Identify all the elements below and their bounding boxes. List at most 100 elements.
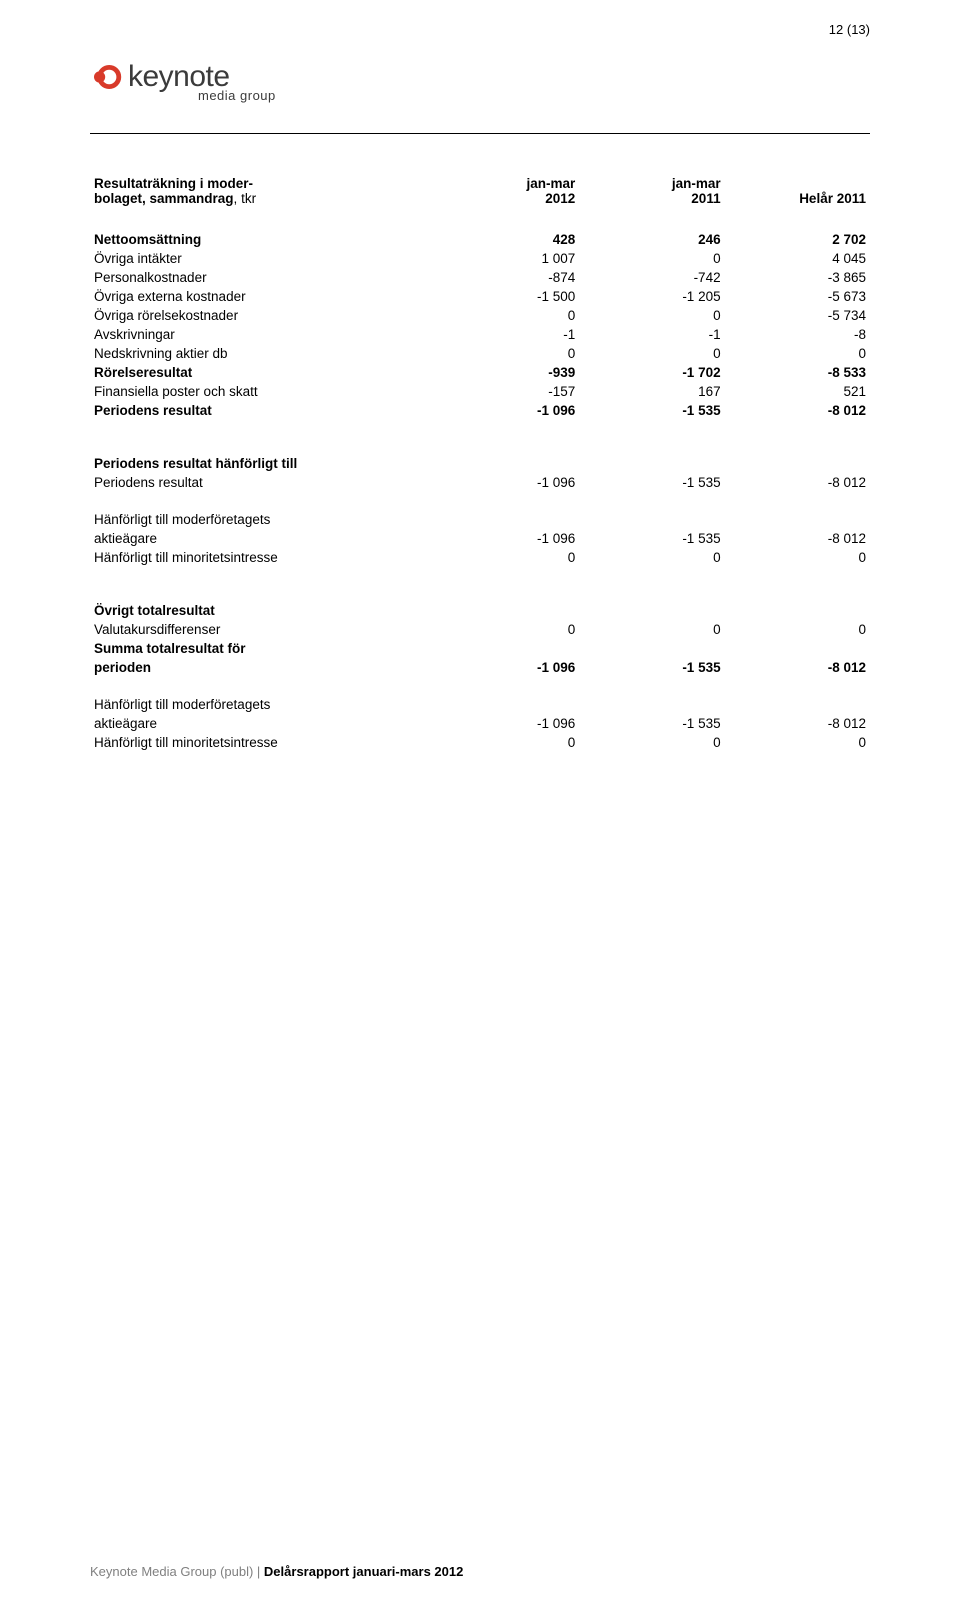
row-label: Personalkostnader <box>90 268 434 287</box>
row-value: 0 <box>434 344 579 363</box>
row-value: 0 <box>579 548 724 567</box>
table-row: aktieägare -1 096 -1 535 -8 012 <box>90 529 870 548</box>
row-value: 428 <box>434 230 579 249</box>
row-value: -1 535 <box>579 401 724 420</box>
row-label: aktieägare <box>90 714 434 733</box>
section-title: Periodens resultat hänförligt till <box>90 454 870 473</box>
row-value: 0 <box>434 620 579 639</box>
table-row: Summa totalresultat för <box>90 639 870 658</box>
row-value: 0 <box>725 620 870 639</box>
section-title-row: Övrigt totalresultat <box>90 601 870 620</box>
row-label: aktieägare <box>90 529 434 548</box>
col1-line1: jan-mar <box>526 176 575 191</box>
table-title-line1: Resultaträkning i moder- <box>94 176 253 191</box>
row-value: 0 <box>434 548 579 567</box>
row-value: 246 <box>579 230 724 249</box>
row-value: 0 <box>434 733 579 752</box>
footer-report: Delårsrapport januari-mars 2012 <box>264 1564 463 1579</box>
row-value: 0 <box>725 548 870 567</box>
row-value: -1 535 <box>579 473 724 492</box>
table-row: Övriga intäkter 1 007 0 4 045 <box>90 249 870 268</box>
table-row: Övriga externa kostnader -1 500 -1 205 -… <box>90 287 870 306</box>
row-label: Finansiella poster och skatt <box>90 382 434 401</box>
table-row: Rörelseresultat -939 -1 702 -8 533 <box>90 363 870 382</box>
row-value: -8 012 <box>725 473 870 492</box>
row-value: -8 <box>725 325 870 344</box>
row-value: 0 <box>434 306 579 325</box>
row-value: -1 096 <box>434 473 579 492</box>
footer: Keynote Media Group (publ) | Delårsrappo… <box>90 1564 463 1579</box>
row-value: -3 865 <box>725 268 870 287</box>
row-label: Avskrivningar <box>90 325 434 344</box>
header-divider <box>90 133 870 134</box>
keynote-logo-icon <box>90 61 122 93</box>
row-value: -8 012 <box>725 658 870 677</box>
row-value: -5 673 <box>725 287 870 306</box>
row-value: -1 096 <box>434 714 579 733</box>
col1-line2: 2012 <box>545 191 575 206</box>
row-value: 1 007 <box>434 249 579 268</box>
row-value: -742 <box>579 268 724 287</box>
table-row: perioden -1 096 -1 535 -8 012 <box>90 658 870 677</box>
row-value: -1 535 <box>579 658 724 677</box>
col2-line2: 2011 <box>691 191 720 206</box>
row-value: -1 535 <box>579 714 724 733</box>
row-value: -1 500 <box>434 287 579 306</box>
row-value: 0 <box>725 344 870 363</box>
row-value: -8 012 <box>725 714 870 733</box>
table-row: Hänförligt till minoritetsintresse 0 0 0 <box>90 548 870 567</box>
row-value: -939 <box>434 363 579 382</box>
table-row: Nedskrivning aktier db 0 0 0 <box>90 344 870 363</box>
row-value: 4 045 <box>725 249 870 268</box>
table-row: Avskrivningar -1 -1 -8 <box>90 325 870 344</box>
row-label: Hänförligt till moderföretagets <box>90 695 870 714</box>
row-label: Nettoomsättning <box>90 230 434 249</box>
row-value: -874 <box>434 268 579 287</box>
row-value: -1 096 <box>434 401 579 420</box>
table-row: Periodens resultat -1 096 -1 535 -8 012 <box>90 401 870 420</box>
row-value: 0 <box>579 620 724 639</box>
row-value: 521 <box>725 382 870 401</box>
table-title-unit: , tkr <box>234 191 257 206</box>
page-number: 12 (13) <box>829 22 870 37</box>
row-value: -8 012 <box>725 529 870 548</box>
row-value: -1 <box>434 325 579 344</box>
row-value: -8 533 <box>725 363 870 382</box>
row-value: -8 012 <box>725 401 870 420</box>
row-value: -1 <box>579 325 724 344</box>
income-statement-table: Resultaträkning i moder- bolaget, samman… <box>90 174 870 752</box>
logo: keynote media group <box>90 60 870 103</box>
row-label: Hänförligt till minoritetsintresse <box>90 548 434 567</box>
table-row: aktieägare -1 096 -1 535 -8 012 <box>90 714 870 733</box>
row-value: -1 096 <box>434 529 579 548</box>
table-title-line2: bolaget, sammandrag <box>94 191 234 206</box>
row-value: -1 535 <box>579 529 724 548</box>
section-title-row: Periodens resultat hänförligt till <box>90 454 870 473</box>
table-row: Hänförligt till moderföretagets <box>90 510 870 529</box>
footer-company: Keynote Media Group (publ) | <box>90 1564 264 1579</box>
row-value: -1 096 <box>434 658 579 677</box>
section-title: Övrigt totalresultat <box>90 601 870 620</box>
table-row: Nettoomsättning 428 246 2 702 <box>90 230 870 249</box>
table-row: Övriga rörelsekostnader 0 0 -5 734 <box>90 306 870 325</box>
row-value: 0 <box>579 249 724 268</box>
table-row: Hänförligt till moderföretagets <box>90 695 870 714</box>
row-label: Övriga externa kostnader <box>90 287 434 306</box>
row-label: Hänförligt till minoritetsintresse <box>90 733 434 752</box>
row-label: perioden <box>90 658 434 677</box>
row-label: Valutakursdifferenser <box>90 620 434 639</box>
row-value: 0 <box>579 306 724 325</box>
row-value: -5 734 <box>725 306 870 325</box>
row-value: 0 <box>579 733 724 752</box>
row-label: Övriga rörelsekostnader <box>90 306 434 325</box>
row-label: Övriga intäkter <box>90 249 434 268</box>
row-value: -1 702 <box>579 363 724 382</box>
table-row: Valutakursdifferenser 0 0 0 <box>90 620 870 639</box>
logo-subtitle: media group <box>198 88 870 103</box>
row-label: Summa totalresultat för <box>90 639 870 658</box>
table-row: Periodens resultat -1 096 -1 535 -8 012 <box>90 473 870 492</box>
table-row: Finansiella poster och skatt -157 167 52… <box>90 382 870 401</box>
row-label: Nedskrivning aktier db <box>90 344 434 363</box>
row-value: 167 <box>579 382 724 401</box>
table-header-row: Resultaträkning i moder- bolaget, samman… <box>90 174 870 212</box>
